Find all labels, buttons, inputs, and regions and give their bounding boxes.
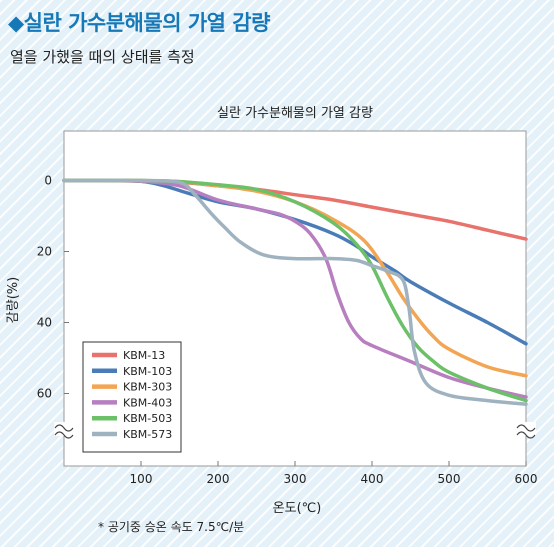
x-tick-label: 400: [361, 472, 384, 486]
y-axis-ticks: 0 20 40 60: [37, 174, 69, 401]
x-tick-label: 100: [130, 472, 153, 486]
legend-label: KBM-403: [123, 396, 172, 409]
legend-label: KBM-103: [123, 365, 172, 378]
y-tick-label: 0: [44, 174, 52, 188]
axis-break-marks: [54, 422, 536, 439]
axis-break-gap-left: [54, 422, 74, 436]
axis-break-mark-left: [54, 424, 74, 432]
x-tick-label: 300: [284, 472, 307, 486]
y-tick-label: 40: [37, 316, 52, 330]
x-tick-label: 200: [207, 472, 230, 486]
legend: KBM-13 KBM-103 KBM-303 KBM-403 KBM-503 KBM-57…: [82, 341, 182, 453]
y-axis-label: 감량(%): [6, 277, 21, 323]
series-line-kbm-403: [62, 178, 528, 399]
series-line-kbm-573: [62, 178, 528, 406]
y-tick-label: 20: [37, 245, 52, 259]
y-tick-label: 60: [37, 387, 52, 401]
footnote: * 공기중 승온 속도 7.5℃/분: [98, 520, 245, 534]
axis-break-gap-right: [516, 422, 536, 436]
legend-label: KBM-573: [123, 428, 172, 441]
axis-break-mark-right: [516, 431, 536, 439]
legend-label: KBM-13: [123, 349, 165, 362]
axis-break-mark-left: [54, 431, 74, 439]
series-lines: [62, 178, 528, 406]
x-tick-label: 600: [515, 472, 538, 486]
legend-label: KBM-303: [123, 381, 172, 394]
axis-break-mark-right: [516, 424, 536, 432]
x-tick-label: 500: [438, 472, 461, 486]
x-axis-ticks: 100 200 300 400 500 600: [130, 461, 538, 486]
page-title: ◆실란 가수분해물의 가열 감량: [8, 11, 270, 35]
x-axis-label: 온도(℃): [273, 501, 322, 516]
legend-label: KBM-503: [123, 412, 172, 425]
page-subtitle: 열을 가했을 때의 상태를 측정: [10, 48, 195, 66]
chart-title: 실란 가수분해물의 가열 감량: [217, 106, 373, 121]
